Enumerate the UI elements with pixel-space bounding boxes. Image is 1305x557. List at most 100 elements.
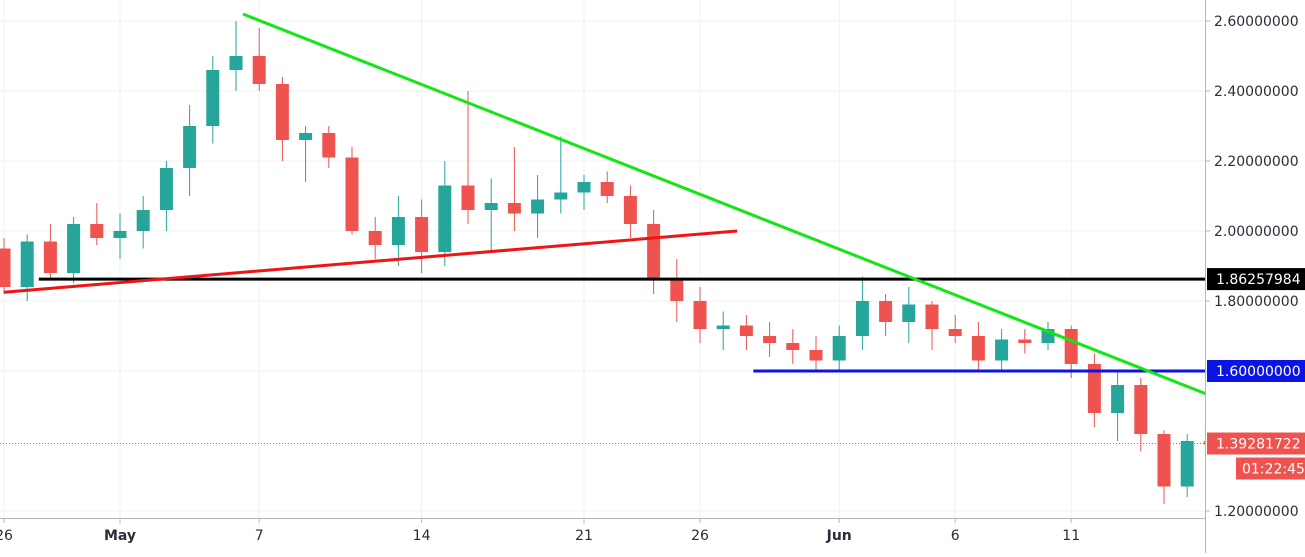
trendline[interactable] xyxy=(242,12,1207,396)
candle-body xyxy=(229,56,243,70)
candle xyxy=(461,91,475,224)
candle xyxy=(855,276,869,350)
candle xyxy=(1111,371,1125,441)
candle-body xyxy=(90,224,104,238)
candle xyxy=(716,311,730,350)
candle-body xyxy=(693,301,707,329)
candle-body xyxy=(136,210,150,231)
level-price-label: 1.86257984 xyxy=(1216,272,1301,288)
candle-body xyxy=(43,241,57,273)
candle xyxy=(1041,322,1055,350)
candle xyxy=(415,199,429,273)
candle-body xyxy=(20,241,34,287)
candle xyxy=(554,136,568,214)
candle-body xyxy=(461,185,475,210)
candle xyxy=(995,329,1009,371)
candle-body xyxy=(345,157,359,231)
candle-body xyxy=(1018,339,1032,343)
candle xyxy=(670,259,684,322)
candle xyxy=(693,287,707,343)
x-tick-label: 14 xyxy=(413,528,431,544)
y-tick-label: 2.20000000 xyxy=(1214,154,1299,170)
trendline[interactable] xyxy=(3,229,738,294)
candle-body xyxy=(67,224,81,273)
candle-body xyxy=(1087,364,1101,413)
candle xyxy=(925,301,939,350)
x-tick-label: 11 xyxy=(1062,528,1080,544)
candle-body xyxy=(415,217,429,252)
candle xyxy=(786,329,800,364)
candle xyxy=(113,213,127,259)
x-tick-label: 26 xyxy=(691,528,709,544)
candle xyxy=(67,217,81,284)
current-price-tag xyxy=(1207,432,1305,455)
candle xyxy=(43,224,57,280)
candle xyxy=(879,294,893,336)
candle-body xyxy=(902,304,916,322)
candle-body xyxy=(0,248,11,287)
x-tick-label: 7 xyxy=(255,528,264,544)
candle-body xyxy=(1180,441,1194,487)
candle-body xyxy=(716,325,730,329)
candle-body xyxy=(925,304,939,329)
candle-body xyxy=(438,185,452,252)
candle xyxy=(229,21,243,91)
candle xyxy=(763,322,777,357)
x-tick-label: 26 xyxy=(0,528,13,544)
candle-body xyxy=(600,182,614,196)
candle xyxy=(809,336,823,371)
countdown-tag xyxy=(1236,457,1305,480)
candle xyxy=(507,147,521,231)
candle xyxy=(1087,353,1101,427)
grid-layer xyxy=(0,0,1205,518)
candle xyxy=(90,203,104,245)
candle-layer xyxy=(0,21,1217,504)
candle xyxy=(739,315,753,350)
y-tick-label: 2.40000000 xyxy=(1214,84,1299,100)
candle-body xyxy=(623,196,637,224)
candle xyxy=(1157,430,1171,504)
countdown-label: 01:22:45 xyxy=(1242,462,1305,478)
candle-body xyxy=(879,301,893,322)
candle xyxy=(577,175,591,210)
candle xyxy=(948,315,962,343)
level-price-tag xyxy=(1207,268,1305,291)
level-price-label: 1.60000000 xyxy=(1216,364,1301,380)
x-tick-label: Jun xyxy=(826,528,852,544)
level-price-tag xyxy=(1207,360,1305,382)
candle-body xyxy=(391,217,405,245)
drawing-layer[interactable] xyxy=(0,12,1207,445)
candle-body xyxy=(786,343,800,350)
candle-body xyxy=(322,133,336,158)
candle-body xyxy=(1064,329,1078,364)
candle-body xyxy=(809,350,823,361)
candle-body xyxy=(159,168,173,210)
candle xyxy=(647,210,661,294)
candle-body xyxy=(948,329,962,336)
candle-body xyxy=(484,203,498,210)
candle xyxy=(832,325,846,371)
x-tick-label: 21 xyxy=(575,528,593,544)
y-tick-label: 1.80000000 xyxy=(1214,294,1299,310)
candle xyxy=(136,196,150,249)
candle xyxy=(438,161,452,266)
candle xyxy=(600,171,614,203)
x-tick-label: 6 xyxy=(951,528,960,544)
candle xyxy=(183,105,197,196)
candle xyxy=(159,161,173,231)
candle-body xyxy=(995,339,1009,361)
candle-body xyxy=(971,336,985,361)
candle-body xyxy=(832,336,846,361)
candle-body xyxy=(763,336,777,343)
candle xyxy=(391,196,405,266)
candle xyxy=(345,147,359,235)
candle-body xyxy=(252,56,266,84)
candle-body xyxy=(739,325,753,336)
x-tick-label: May xyxy=(104,528,136,544)
candle-body xyxy=(183,126,197,168)
candle xyxy=(971,322,985,371)
y-tick-label: 1.20000000 xyxy=(1214,504,1299,520)
candle xyxy=(368,217,382,259)
